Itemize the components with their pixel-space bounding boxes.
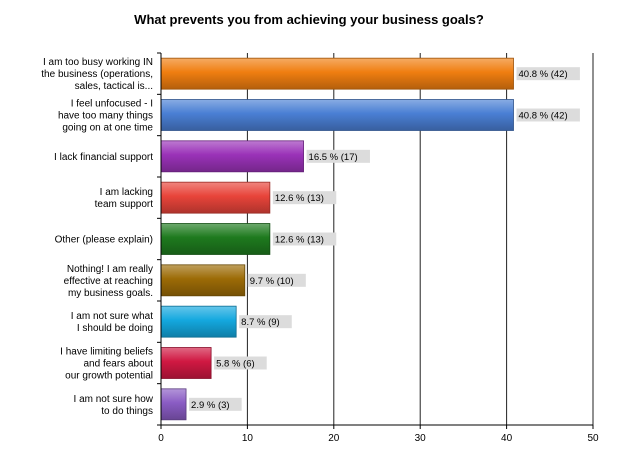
category-label: team support — [95, 199, 154, 210]
data-label-bg — [214, 356, 267, 370]
x-tick-label: 40 — [501, 433, 513, 444]
category-label: going on at one time — [62, 123, 153, 134]
category-label: I lack financial support — [54, 152, 153, 163]
bar — [160, 347, 212, 379]
category-label: effective at reaching — [64, 276, 153, 287]
x-tick-label: 10 — [242, 433, 254, 444]
category-label: I am not sure what — [71, 311, 153, 322]
category-label: I am lacking — [100, 187, 153, 198]
data-label-bg — [516, 67, 580, 81]
bar — [160, 140, 304, 173]
category-label: to do things — [101, 406, 153, 417]
bar — [160, 223, 271, 255]
data-label-bg — [516, 108, 580, 122]
bar-layer — [160, 57, 514, 421]
category-label: I have limiting beliefs — [60, 347, 153, 358]
data-label: 2.9 % (3) — [191, 400, 230, 411]
data-label: 40.8 % (42) — [519, 111, 568, 122]
category-label: my business goals. — [68, 288, 153, 299]
x-tick-label: 50 — [587, 433, 599, 444]
bar — [160, 388, 187, 421]
category-label: I am not sure how — [74, 394, 154, 405]
category-label: I should be doing — [77, 323, 153, 334]
data-label-bg — [247, 273, 306, 287]
category-label: Other (please explain) — [55, 235, 153, 246]
data-label: 9.7 % (10) — [250, 276, 294, 287]
category-label: have too many things — [58, 111, 153, 122]
data-label: 16.5 % (17) — [309, 152, 358, 163]
data-label-bg — [272, 191, 337, 205]
data-label-bg — [272, 232, 337, 246]
data-label-bg — [306, 149, 370, 163]
x-tick-label: 20 — [328, 433, 340, 444]
data-label-bg — [189, 397, 242, 411]
chart-title: What prevents you from achieving your bu… — [134, 12, 484, 27]
data-label: 12.6 % (13) — [275, 193, 324, 204]
category-label: I am too busy working IN — [43, 57, 153, 68]
bar — [160, 264, 246, 297]
x-tick-label: 30 — [415, 433, 427, 444]
category-label: the business (operations, — [41, 69, 153, 80]
category-label: our growth potential — [65, 371, 153, 382]
bar — [160, 181, 271, 214]
data-label: 8.7 % (9) — [241, 317, 280, 328]
axis-layer: 0 10 20 30 40 50 — [157, 52, 599, 444]
category-label: sales, tactical is... — [75, 81, 153, 92]
x-tick-label: 0 — [158, 433, 164, 444]
data-label: 40.8 % (42) — [519, 69, 568, 80]
data-label: 5.8 % (6) — [216, 359, 255, 370]
bar — [160, 57, 514, 90]
bar — [160, 305, 237, 338]
data-label: 12.6 % (13) — [275, 235, 324, 246]
category-label: and fears about — [84, 359, 154, 370]
category-label: I feel unfocused - I — [71, 99, 153, 110]
data-label-bg — [239, 315, 292, 329]
bar — [160, 99, 514, 131]
category-label: Nothing! I am really — [67, 264, 153, 275]
